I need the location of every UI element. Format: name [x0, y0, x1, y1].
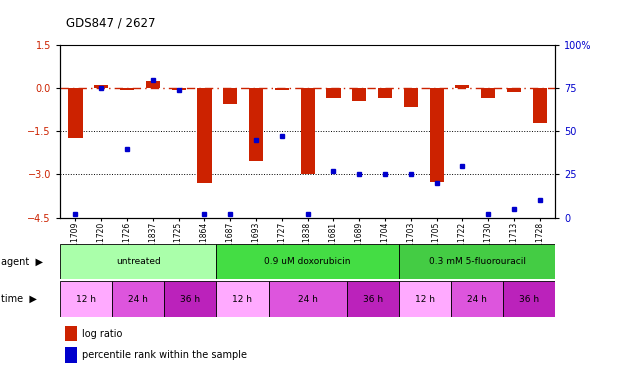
Bar [404, 88, 418, 107]
Text: 24 h: 24 h [298, 295, 317, 304]
Bar [399, 244, 555, 279]
Bar [216, 281, 269, 317]
Bar [94, 85, 109, 88]
Text: time  ▶: time ▶ [1, 294, 37, 304]
Text: 12 h: 12 h [415, 295, 435, 304]
Text: 24 h: 24 h [467, 295, 487, 304]
Bar [223, 88, 237, 104]
Bar [146, 81, 160, 88]
Bar [120, 88, 134, 90]
Text: percentile rank within the sample: percentile rank within the sample [82, 350, 247, 360]
Bar [216, 244, 399, 279]
Bar [399, 281, 451, 317]
Bar [507, 88, 521, 93]
Text: log ratio: log ratio [82, 329, 122, 339]
Bar [274, 88, 289, 90]
Bar [346, 281, 399, 317]
Bar [249, 88, 263, 162]
Bar [430, 88, 444, 182]
Bar [352, 88, 367, 101]
Text: 12 h: 12 h [76, 295, 96, 304]
Bar [164, 281, 216, 317]
Bar [198, 88, 211, 183]
Bar [326, 88, 341, 98]
Bar [112, 281, 164, 317]
Text: untreated: untreated [115, 257, 160, 266]
Text: 36 h: 36 h [180, 295, 201, 304]
Text: 36 h: 36 h [363, 295, 383, 304]
Bar [269, 281, 346, 317]
Text: 0.3 mM 5-fluorouracil: 0.3 mM 5-fluorouracil [428, 257, 526, 266]
Bar [68, 88, 83, 138]
Bar [60, 281, 112, 317]
Bar [65, 347, 77, 363]
Bar [451, 281, 503, 317]
Text: 36 h: 36 h [519, 295, 540, 304]
Bar [456, 85, 469, 88]
Bar [378, 88, 392, 98]
Text: 24 h: 24 h [128, 295, 148, 304]
Bar [172, 88, 186, 90]
Text: 12 h: 12 h [232, 295, 252, 304]
Text: GDS847 / 2627: GDS847 / 2627 [66, 17, 156, 30]
Bar [503, 281, 555, 317]
Text: agent  ▶: agent ▶ [1, 256, 44, 267]
Bar [533, 88, 547, 123]
Text: 0.9 uM doxorubicin: 0.9 uM doxorubicin [264, 257, 351, 266]
Bar [65, 326, 77, 341]
Bar [60, 244, 216, 279]
Bar [300, 88, 315, 174]
Bar [481, 88, 495, 98]
